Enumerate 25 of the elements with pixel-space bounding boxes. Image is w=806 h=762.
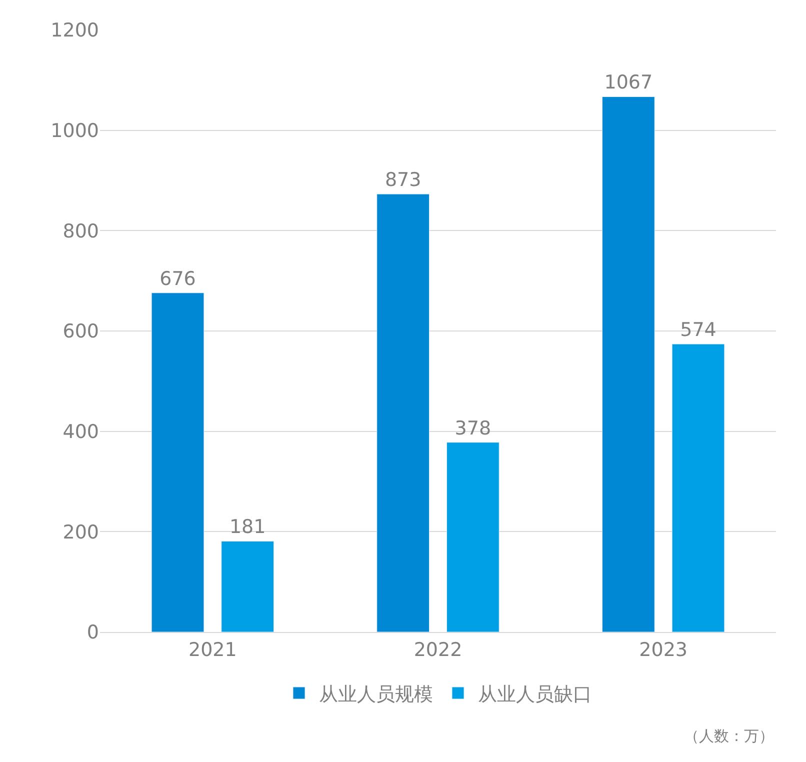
y-tick-label: 200 <box>62 521 99 544</box>
data-label: 1067 <box>604 72 653 94</box>
data-label: 873 <box>384 169 422 192</box>
data-label: 378 <box>454 417 492 440</box>
bar <box>376 194 430 632</box>
data-label: 676 <box>160 268 196 290</box>
legend-label: 从业人员规模 <box>319 683 433 706</box>
y-tick-label: 1000 <box>50 120 99 142</box>
data-label: 574 <box>680 319 716 342</box>
y-tick-label: 800 <box>62 220 99 242</box>
text: （人数：万） <box>684 727 774 745</box>
bar <box>602 96 655 632</box>
x-tick-label: 2023 <box>639 638 688 661</box>
y-tick-label: 600 <box>62 320 99 343</box>
bar <box>672 344 725 632</box>
x-tick-label: 2022 <box>414 638 462 661</box>
bar <box>151 292 204 632</box>
bar <box>446 442 500 632</box>
legend-label: 从业人员缺口 <box>478 683 592 706</box>
data-label: 181 <box>229 516 266 538</box>
x-tick-label: 2021 <box>188 638 237 661</box>
y-tick-label: 1200 <box>50 20 99 42</box>
bar <box>221 540 274 632</box>
y-tick-label: 0 <box>86 622 99 644</box>
y-tick-label: 400 <box>62 420 99 443</box>
